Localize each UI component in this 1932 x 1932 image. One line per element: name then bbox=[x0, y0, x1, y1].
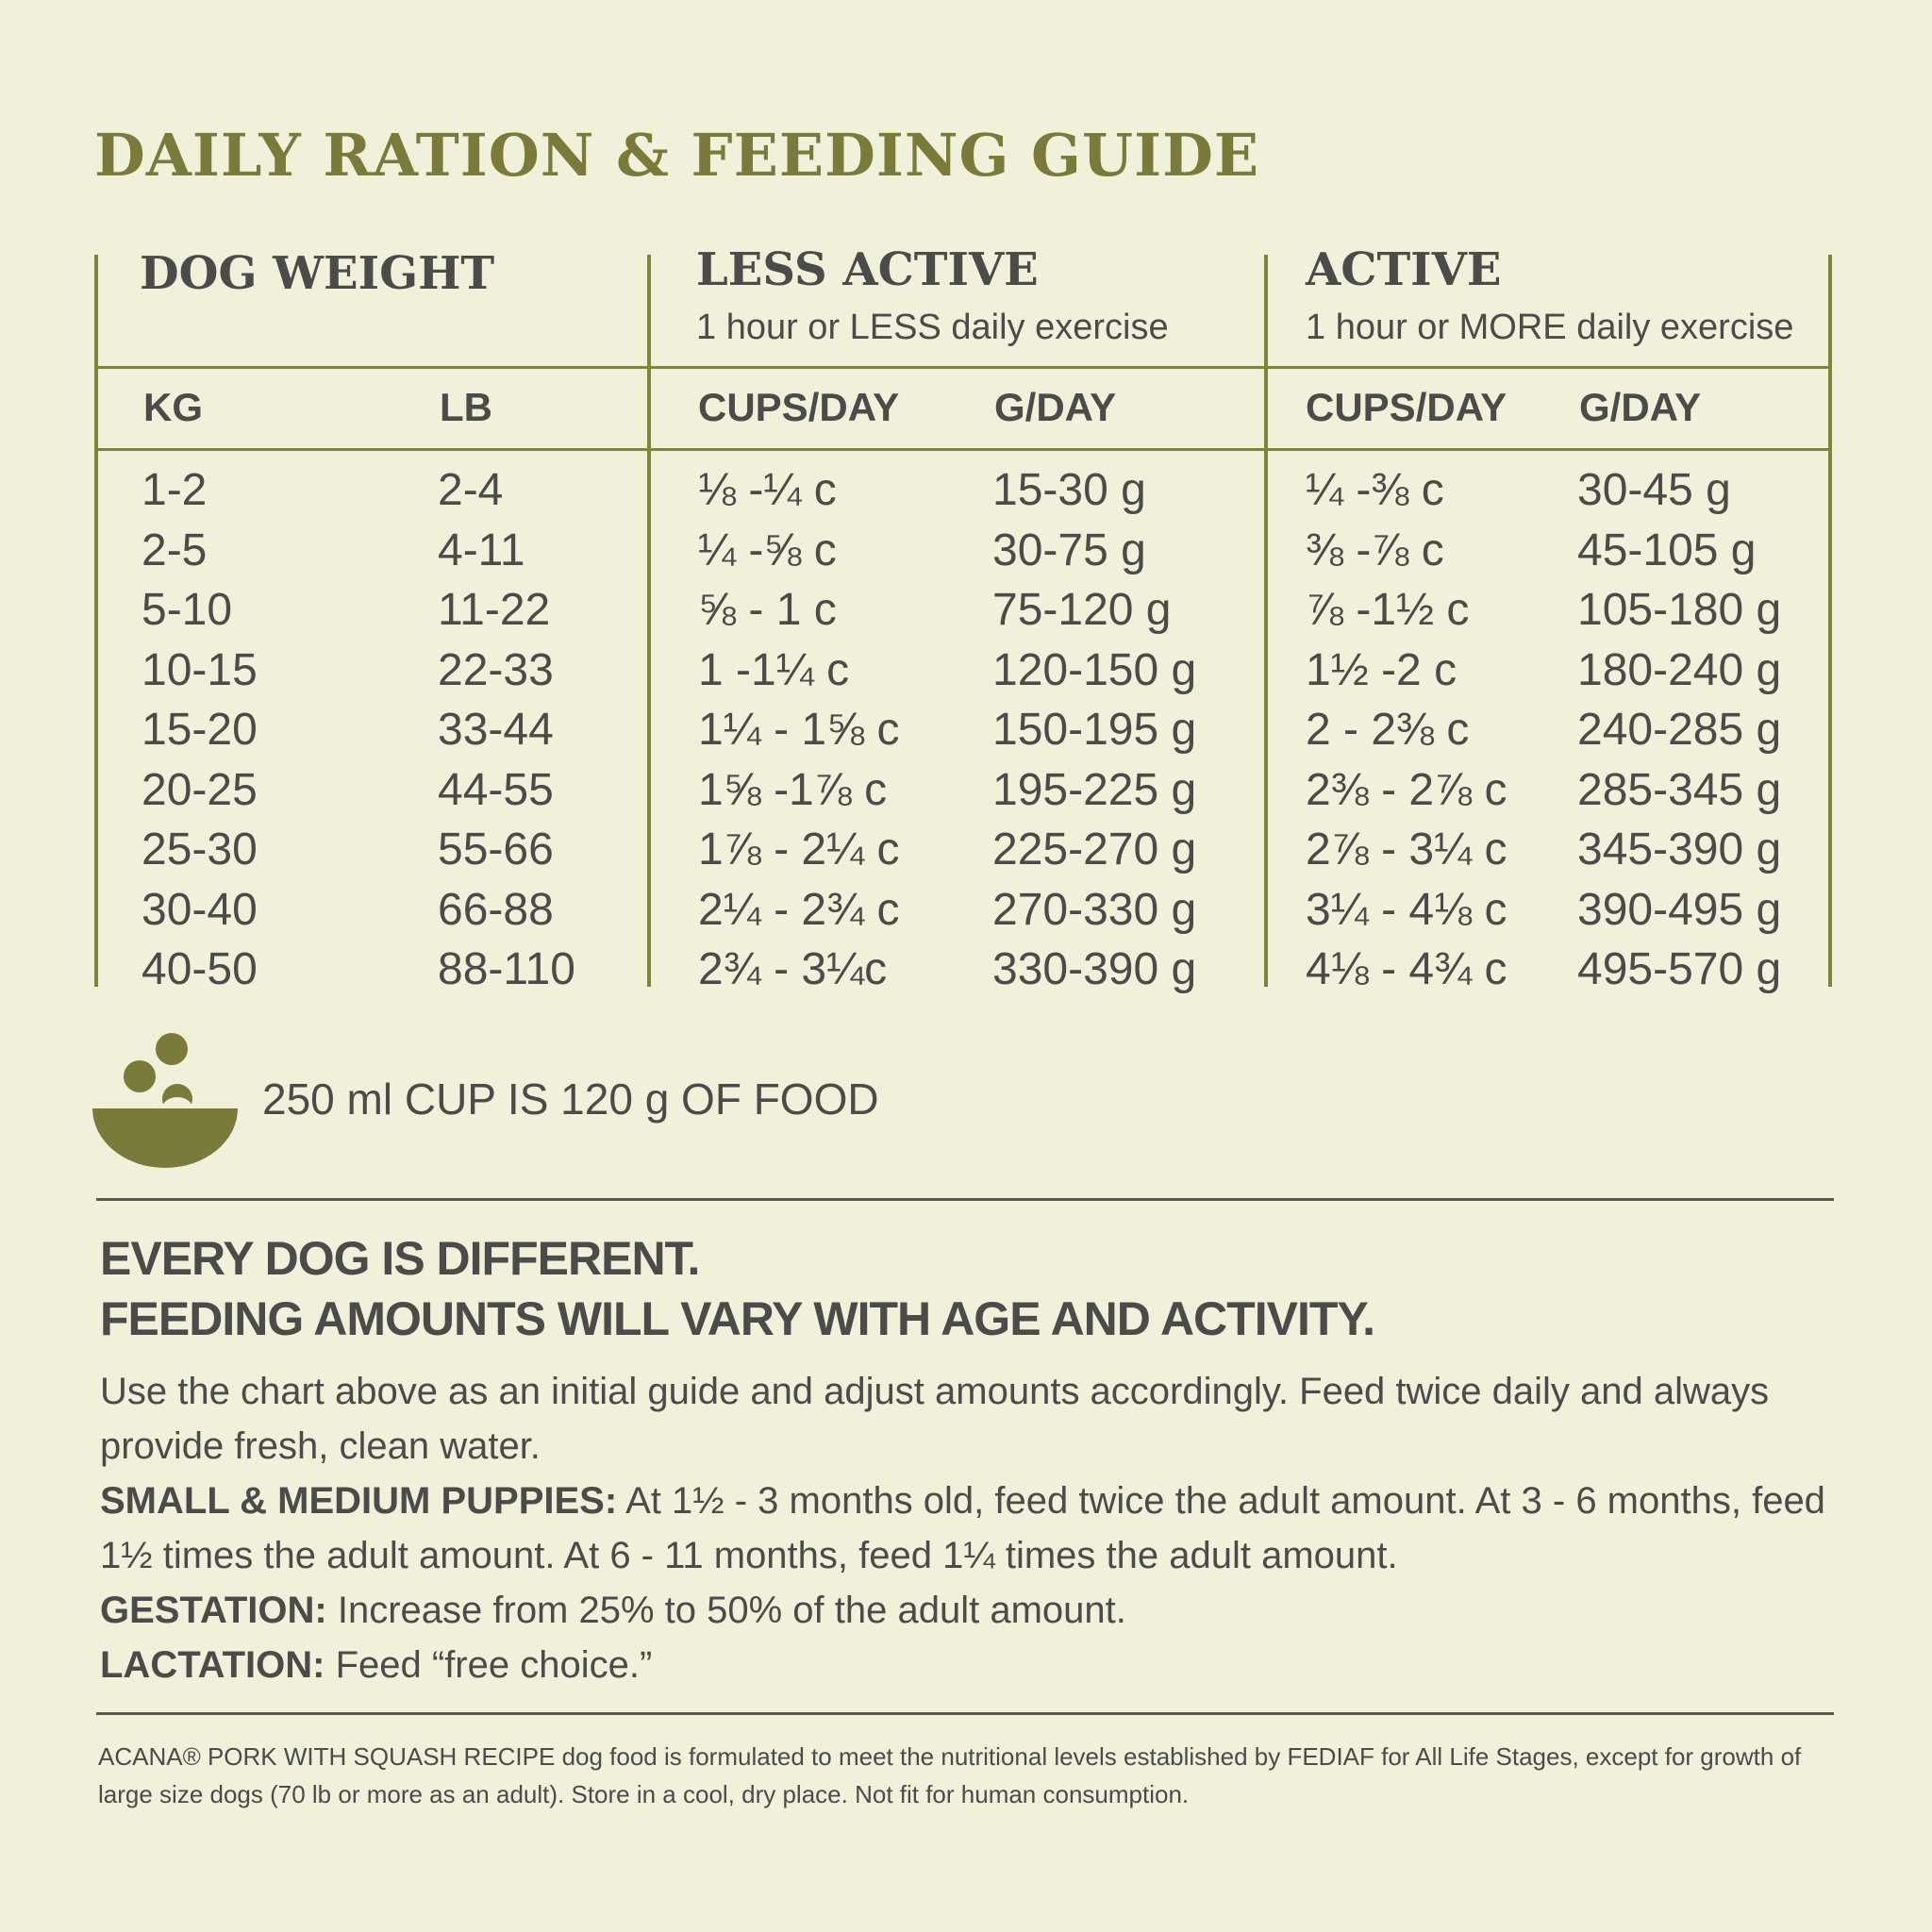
col-header-active-g: G/DAY bbox=[1579, 385, 1702, 429]
table-cell-less-g: 30-75 g bbox=[992, 525, 1146, 575]
table-cell-kg: 10-15 bbox=[142, 644, 258, 695]
table-cell-lb: 22-33 bbox=[438, 644, 554, 695]
col-header-less-cups: CUPS/DAY bbox=[698, 385, 900, 429]
table-divider-2 bbox=[1264, 255, 1268, 987]
table-cell-active-cups: 4⅛ - 4¾ c bbox=[1306, 944, 1507, 994]
table-border-right bbox=[1828, 255, 1832, 987]
table-cell-lb: 4-11 bbox=[438, 525, 525, 575]
cup-conversion-note: 250 ml CUP IS 120 g OF FOOD bbox=[262, 1074, 879, 1124]
table-cell-kg: 15-20 bbox=[142, 705, 258, 755]
table-cell-kg: 1-2 bbox=[142, 465, 208, 515]
active-subheading: 1 hour or MORE daily exercise bbox=[1306, 308, 1794, 347]
table-cell-active-cups: ¼ -⅜ c bbox=[1306, 465, 1444, 515]
table-cell-less-g: 75-120 g bbox=[992, 585, 1172, 635]
table-cell-less-cups: 1¼ - 1⅝ c bbox=[698, 705, 900, 755]
table-cell-kg: 20-25 bbox=[142, 764, 258, 815]
table-cell-active-g: 180-240 g bbox=[1577, 644, 1782, 695]
lactation-note: LACTATION: Feed “free choice.” bbox=[100, 1638, 1826, 1692]
col-header-kg: KG bbox=[143, 385, 203, 429]
table-cell-less-cups: 1⅝ -1⅞ c bbox=[698, 764, 888, 815]
table-cell-active-cups: ⅞ -1½ c bbox=[1306, 585, 1470, 635]
col-header-less-g: G/DAY bbox=[994, 385, 1117, 429]
table-cell-lb: 44-55 bbox=[438, 764, 554, 815]
table-cell-less-cups: 1 -1¼ c bbox=[698, 644, 850, 695]
col-header-lb: LB bbox=[440, 385, 492, 429]
table-cell-active-cups: 3¼ - 4⅛ c bbox=[1306, 884, 1507, 935]
table-cell-lb: 2-4 bbox=[438, 465, 504, 515]
table-cell-active-g: 45-105 g bbox=[1577, 525, 1757, 575]
table-cell-active-g: 390-495 g bbox=[1577, 884, 1782, 935]
table-cell-active-g: 345-390 g bbox=[1577, 824, 1782, 874]
section-divider bbox=[96, 1198, 1834, 1201]
table-cell-less-cups: ⅛ -¼ c bbox=[698, 465, 837, 515]
table-cell-lb: 66-88 bbox=[438, 884, 554, 935]
table-cell-less-g: 120-150 g bbox=[992, 644, 1197, 695]
puppies-note: SMALL & MEDIUM PUPPIES: At 1½ - 3 months… bbox=[100, 1474, 1826, 1583]
table-cell-lb: 88-110 bbox=[438, 944, 575, 994]
page-title: DAILY RATION & FEEDING GUIDE bbox=[94, 121, 1260, 190]
gestation-text: Increase from 25% to 50% of the adult am… bbox=[326, 1590, 1126, 1631]
table-cell-less-cups: 2¾ - 3¼c bbox=[698, 944, 888, 994]
table-cell-kg: 30-40 bbox=[142, 884, 258, 935]
lactation-text: Feed “free choice.” bbox=[325, 1644, 653, 1686]
footer-disclaimer: ACANA® PORK WITH SQUASH RECIPE dog food … bbox=[98, 1742, 1802, 1808]
table-cell-less-g: 330-390 g bbox=[992, 944, 1197, 994]
table-cell-less-g: 225-270 g bbox=[992, 824, 1197, 874]
table-cell-less-g: 195-225 g bbox=[992, 764, 1197, 815]
table-cell-less-cups: 2¼ - 2¾ c bbox=[698, 884, 900, 935]
table-cell-active-cups: 2⅜ - 2⅞ c bbox=[1306, 764, 1507, 815]
footer-divider bbox=[96, 1712, 1834, 1715]
less-active-subheading: 1 hour or LESS daily exercise bbox=[696, 308, 1169, 347]
table-cell-less-g: 150-195 g bbox=[992, 705, 1197, 755]
gestation-label: GESTATION: bbox=[100, 1590, 327, 1631]
table-cell-kg: 40-50 bbox=[142, 944, 258, 994]
table-border-left bbox=[94, 255, 98, 987]
table-cell-active-g: 495-570 g bbox=[1577, 944, 1782, 994]
table-cell-lb: 11-22 bbox=[438, 585, 551, 635]
active-heading: ACTIVE bbox=[1306, 243, 1502, 296]
table-cell-active-cups: 2⅞ - 3¼ c bbox=[1306, 824, 1507, 874]
notes-heading-line1: EVERY DOG IS DIFFERENT. bbox=[100, 1232, 700, 1285]
table-rule-1 bbox=[94, 366, 1832, 369]
table-cell-active-g: 105-180 g bbox=[1577, 585, 1782, 635]
feeding-notes: Use the chart above as an initial guide … bbox=[100, 1364, 1826, 1692]
puppies-text: At 1½ - 3 months old, feed twice the adu… bbox=[100, 1480, 1825, 1576]
table-cell-lb: 55-66 bbox=[438, 824, 554, 874]
table-cell-less-g: 270-330 g bbox=[992, 884, 1197, 935]
food-bowl-icon bbox=[92, 1033, 238, 1168]
table-rule-2 bbox=[94, 448, 1832, 451]
table-cell-kg: 2-5 bbox=[142, 525, 208, 575]
notes-heading-line2: FEEDING AMOUNTS WILL VARY WITH AGE AND A… bbox=[100, 1292, 1375, 1345]
col-header-active-cups: CUPS/DAY bbox=[1306, 385, 1507, 429]
table-divider-1 bbox=[647, 255, 651, 987]
table-cell-lb: 33-44 bbox=[438, 705, 554, 755]
table-cell-less-g: 15-30 g bbox=[992, 465, 1146, 515]
table-cell-active-cups: 2 - 2⅜ c bbox=[1306, 705, 1470, 755]
table-cell-kg: 5-10 bbox=[142, 585, 233, 635]
table-cell-active-cups: ⅜ -⅞ c bbox=[1306, 525, 1444, 575]
table-cell-kg: 25-30 bbox=[142, 824, 258, 874]
less-active-heading: LESS ACTIVE bbox=[696, 243, 1039, 296]
lactation-label: LACTATION: bbox=[100, 1644, 325, 1686]
gestation-note: GESTATION: Increase from 25% to 50% of t… bbox=[100, 1583, 1826, 1638]
puppies-label: SMALL & MEDIUM PUPPIES: bbox=[100, 1480, 618, 1522]
dog-weight-heading: DOG WEIGHT bbox=[140, 247, 495, 300]
table-cell-less-cups: 1⅞ - 2¼ c bbox=[698, 824, 900, 874]
intro-text: Use the chart above as an initial guide … bbox=[100, 1371, 1770, 1467]
table-cell-active-g: 240-285 g bbox=[1577, 705, 1782, 755]
table-cell-active-g: 285-345 g bbox=[1577, 764, 1782, 815]
table-cell-active-cups: 1½ -2 c bbox=[1306, 644, 1457, 695]
table-cell-less-cups: ⅝ - 1 c bbox=[698, 585, 837, 635]
table-cell-active-g: 30-45 g bbox=[1577, 465, 1731, 515]
table-cell-less-cups: ¼ -⅝ c bbox=[698, 525, 837, 575]
